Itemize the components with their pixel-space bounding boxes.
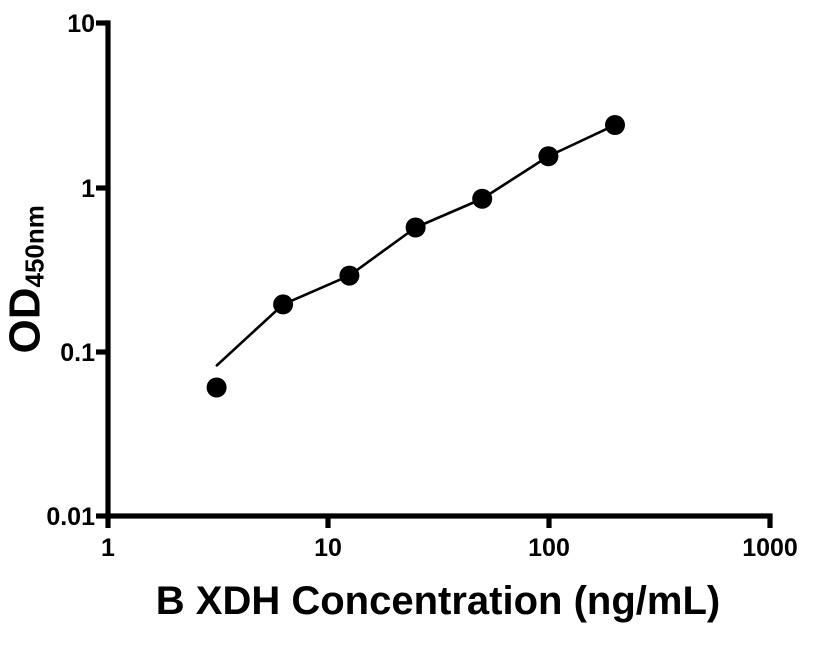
svg-text:10: 10 bbox=[314, 534, 342, 562]
svg-text:1: 1 bbox=[81, 175, 95, 203]
svg-text:0.1: 0.1 bbox=[60, 339, 95, 367]
svg-text:0.01: 0.01 bbox=[46, 503, 95, 531]
svg-text:1000: 1000 bbox=[742, 534, 798, 562]
svg-text:B XDH Concentration (ng/mL): B XDH Concentration (ng/mL) bbox=[156, 579, 720, 623]
svg-text:OD450nm: OD450nm bbox=[1, 205, 50, 353]
svg-text:100: 100 bbox=[528, 534, 570, 562]
svg-text:10: 10 bbox=[67, 10, 95, 38]
svg-text:1: 1 bbox=[101, 534, 115, 562]
